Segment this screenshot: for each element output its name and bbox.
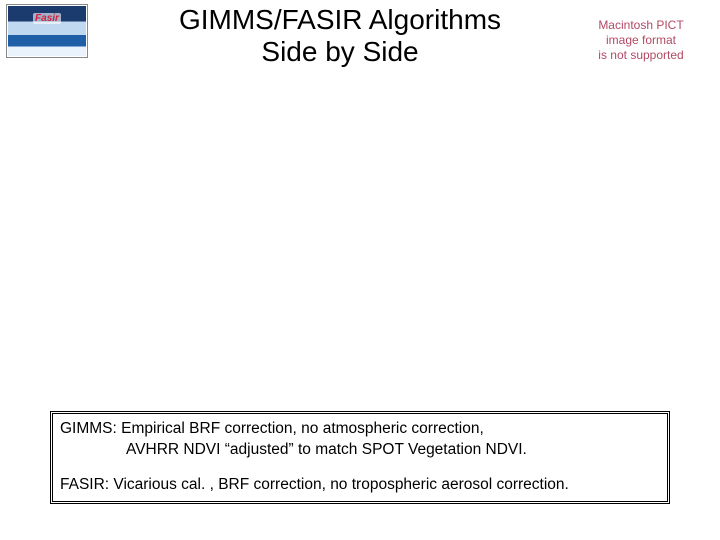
mac-notice-line-1: Macintosh PICT	[582, 18, 700, 33]
title-line-2: Side by Side	[120, 36, 560, 68]
spacer	[60, 461, 660, 475]
algorithm-description-box: GIMMS: Empirical BRF correction, no atmo…	[50, 411, 670, 504]
mac-pict-notice: Macintosh PICT image format is not suppo…	[582, 18, 700, 63]
logo-left: Fasir	[6, 4, 88, 58]
gimms-line-1: GIMMS: Empirical BRF correction, no atmo…	[60, 419, 660, 440]
mac-notice-line-2: image format	[582, 33, 700, 48]
logo-label: Fasir	[33, 13, 61, 24]
fasir-line: FASIR: Vicarious cal. , BRF correction, …	[60, 475, 660, 496]
slide-title: GIMMS/FASIR Algorithms Side by Side	[120, 4, 560, 68]
mac-notice-line-3: is not supported	[582, 48, 700, 63]
title-line-1: GIMMS/FASIR Algorithms	[120, 4, 560, 36]
gimms-line-2: AVHRR NDVI “adjusted” to match SPOT Vege…	[60, 440, 660, 461]
